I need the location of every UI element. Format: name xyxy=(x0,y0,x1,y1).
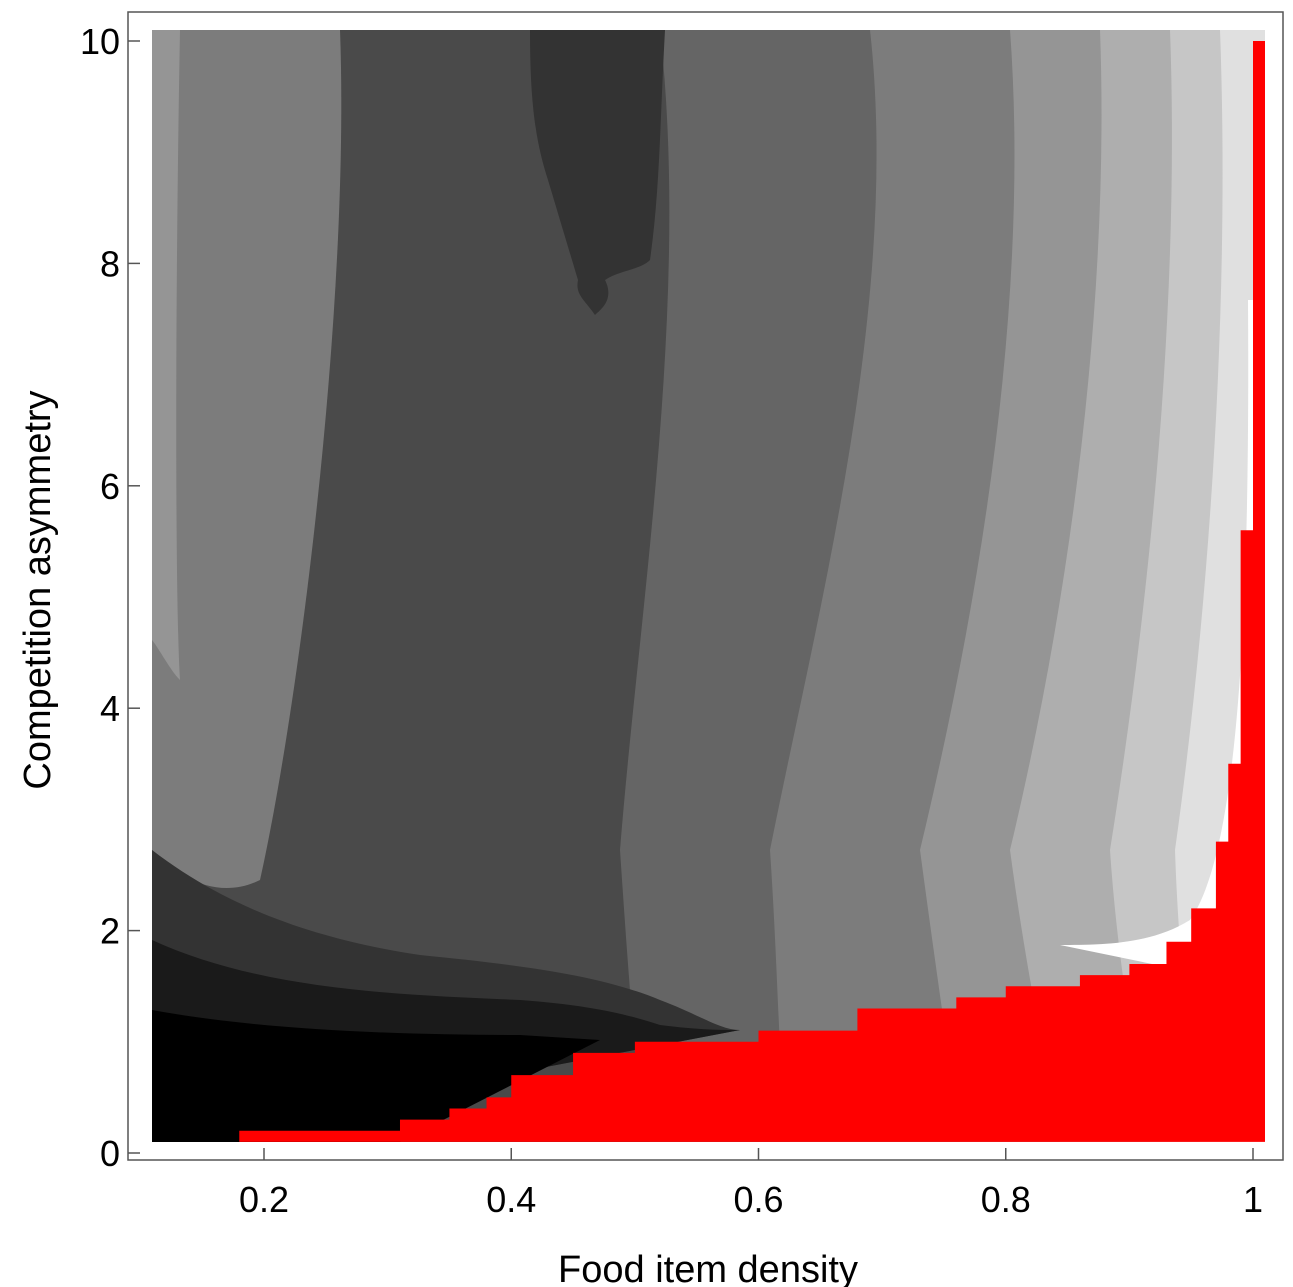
x-axis-title: Food item density xyxy=(558,1249,858,1287)
y-tick-label: 0 xyxy=(100,1133,120,1174)
plot-area xyxy=(152,30,1265,1142)
contour-band-left-core xyxy=(152,30,180,680)
excluded-region xyxy=(152,41,1265,1142)
x-tick-label: 0.4 xyxy=(486,1179,536,1220)
y-axis-title: Competition asymmetry xyxy=(17,390,59,789)
x-tick-label: 1 xyxy=(1243,1179,1263,1220)
y-tick-label: 10 xyxy=(80,21,120,62)
y-tick-label: 2 xyxy=(100,911,120,952)
contour-band-low-3 xyxy=(152,1010,600,1142)
y-tick-label: 8 xyxy=(100,243,120,284)
y-tick-label: 6 xyxy=(100,466,120,507)
y-tick-label: 4 xyxy=(100,688,120,729)
x-tick-label: 0.8 xyxy=(981,1179,1031,1220)
plot-frame xyxy=(127,11,1284,1161)
x-axis: 0.2 0.4 0.6 0.8 1 xyxy=(239,1148,1263,1220)
x-tick-label: 0.6 xyxy=(733,1179,783,1220)
contour-band-top-dark xyxy=(530,30,665,315)
contour-band-left-light xyxy=(152,30,342,889)
x-tick-label: 0.2 xyxy=(239,1179,289,1220)
y-axis: 0 2 4 6 8 10 xyxy=(80,21,140,1174)
